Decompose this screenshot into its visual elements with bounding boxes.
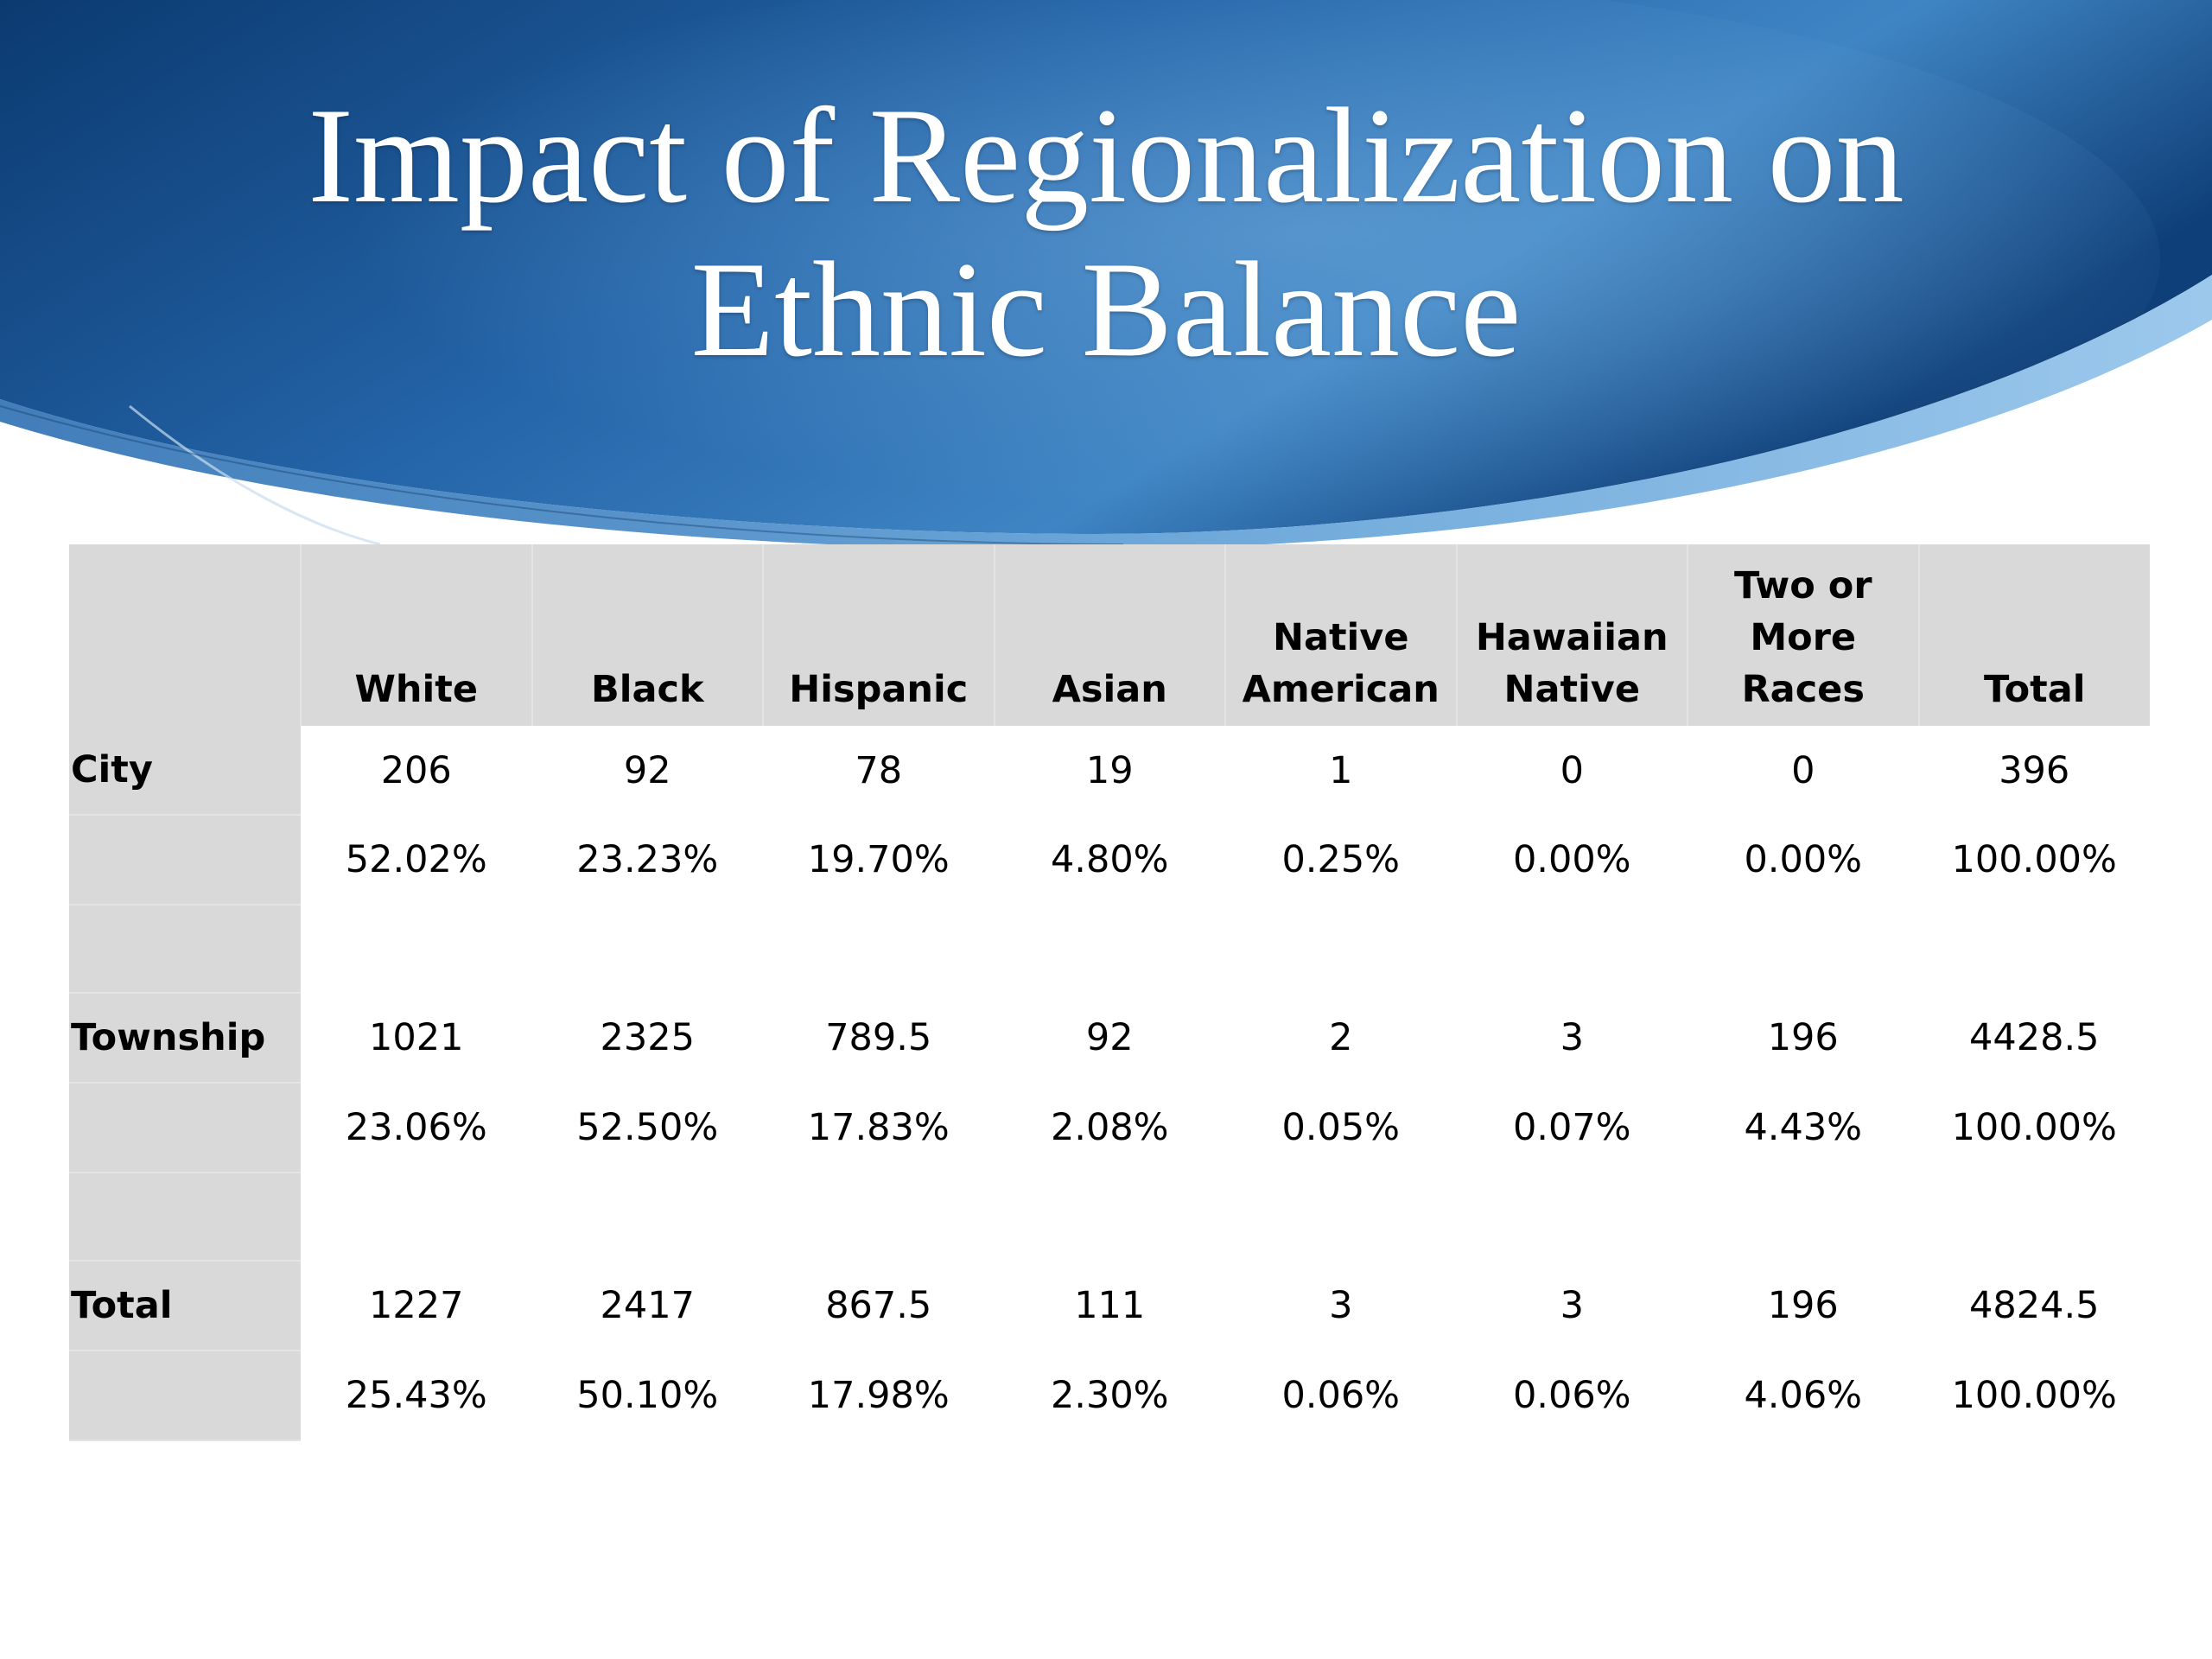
cell-count: 78 bbox=[855, 748, 903, 792]
column-header-line: White bbox=[354, 668, 478, 711]
cell-count: 396 bbox=[1999, 748, 2070, 792]
column-header-hawaiian-native: Hawaiian Native bbox=[1456, 544, 1688, 726]
cell-count: 0 bbox=[1560, 748, 1584, 792]
cell-percent: 23.23% bbox=[576, 838, 719, 881]
slide-title: Impact of Regionalization on Ethnic Bala… bbox=[0, 79, 2212, 387]
cell-percent: 25.43% bbox=[345, 1374, 487, 1417]
cell-count: 92 bbox=[1085, 1016, 1134, 1059]
spacer-cell bbox=[301, 1173, 2150, 1261]
row-label-township: Township bbox=[69, 993, 301, 1084]
row-label-empty bbox=[69, 905, 301, 994]
table-header-row: White Black Hispanic Asian Native Americ… bbox=[69, 544, 2150, 726]
row-label-empty bbox=[69, 815, 301, 906]
cell-percent: 4.06% bbox=[1744, 1374, 1863, 1417]
cell-percent: 4.43% bbox=[1744, 1106, 1863, 1149]
cell-count: 1227 bbox=[369, 1284, 464, 1327]
cell-count: 2417 bbox=[600, 1284, 695, 1327]
cell-count: 92 bbox=[623, 748, 671, 792]
cell-count: 4824.5 bbox=[1969, 1284, 2100, 1327]
table-row-spacer bbox=[69, 1173, 2150, 1262]
column-header-two-or-more-races: Two or More Races bbox=[1688, 544, 1920, 726]
cell-percent: 23.06% bbox=[345, 1106, 487, 1149]
cell-percent: 100.00% bbox=[1951, 838, 2117, 881]
slide-title-line-1: Impact of Regionalization on bbox=[308, 80, 1904, 232]
table-row-total-percents: 25.43% 50.10% 17.98% 2.30% 0.06% 0.06% 4… bbox=[69, 1351, 2150, 1441]
cell-percent: 0.00% bbox=[1744, 838, 1863, 881]
column-header-white: White bbox=[301, 544, 533, 726]
cell-count: 2325 bbox=[600, 1016, 695, 1059]
row-label-empty bbox=[69, 1173, 301, 1262]
cell-percent: 19.70% bbox=[807, 838, 950, 881]
column-header-line: Total bbox=[1984, 668, 2086, 711]
column-header-line: Native bbox=[1503, 668, 1641, 711]
cell-percent: 17.98% bbox=[807, 1374, 950, 1417]
cell-count: 789.5 bbox=[825, 1016, 932, 1059]
cell-count: 206 bbox=[380, 748, 452, 792]
cell-count: 0 bbox=[1791, 748, 1815, 792]
cell-percent: 17.83% bbox=[807, 1106, 950, 1149]
ethnic-balance-table: White Black Hispanic Asian Native Americ… bbox=[69, 544, 2150, 1441]
table-row-township-percents: 23.06% 52.50% 17.83% 2.08% 0.05% 0.07% 4… bbox=[69, 1083, 2150, 1173]
cell-count: 867.5 bbox=[825, 1284, 932, 1327]
table-row-township-counts: Township 1021 2325 789.5 92 2 3 196 4428… bbox=[69, 993, 2150, 1084]
column-header-native-american: Native American bbox=[1225, 544, 1458, 726]
cell-count: 4428.5 bbox=[1969, 1016, 2100, 1059]
cell-percent: 0.05% bbox=[1281, 1106, 1401, 1149]
cell-count: 1021 bbox=[369, 1016, 464, 1059]
cell-percent: 100.00% bbox=[1951, 1106, 2117, 1149]
cell-percent: 52.50% bbox=[576, 1106, 719, 1149]
cell-percent: 0.07% bbox=[1512, 1106, 1631, 1149]
cell-percent: 0.06% bbox=[1281, 1374, 1401, 1417]
column-header-line: Black bbox=[590, 668, 704, 711]
cell-percent: 2.30% bbox=[1050, 1374, 1169, 1417]
column-header-line: Two or bbox=[1733, 564, 1872, 607]
column-header-line: American bbox=[1242, 668, 1440, 711]
cell-count: 3 bbox=[1329, 1284, 1353, 1327]
cell-count: 1 bbox=[1329, 748, 1353, 792]
cell-count: 196 bbox=[1767, 1016, 1839, 1059]
row-label-city: City bbox=[69, 726, 301, 816]
table-row-spacer bbox=[69, 905, 2150, 994]
table-row-city-counts: City 206 92 78 19 1 0 0 396 bbox=[69, 726, 2150, 816]
column-header-line: Hispanic bbox=[789, 668, 969, 711]
header-swoosh-graphic bbox=[0, 0, 2212, 550]
cell-count: 2 bbox=[1329, 1016, 1353, 1059]
header-corner-cell bbox=[69, 544, 302, 726]
cell-count: 3 bbox=[1560, 1016, 1584, 1059]
cell-count: 3 bbox=[1560, 1284, 1584, 1327]
cell-percent: 0.00% bbox=[1512, 838, 1631, 881]
cell-percent: 4.80% bbox=[1050, 838, 1169, 881]
spacer-cell bbox=[301, 905, 2150, 993]
column-header-total: Total bbox=[1918, 544, 2150, 726]
row-label-total: Total bbox=[69, 1261, 301, 1351]
column-header-line: Asian bbox=[1052, 668, 1167, 711]
table-row-city-percents: 52.02% 23.23% 19.70% 4.80% 0.25% 0.00% 0… bbox=[69, 815, 2150, 906]
column-header-line: Hawaiian bbox=[1475, 616, 1669, 659]
row-label-empty bbox=[69, 1351, 301, 1441]
cell-percent: 50.10% bbox=[576, 1374, 719, 1417]
cell-percent: 100.00% bbox=[1951, 1374, 2117, 1417]
cell-count: 196 bbox=[1767, 1284, 1839, 1327]
cell-count: 19 bbox=[1085, 748, 1134, 792]
column-header-line: Native bbox=[1273, 616, 1409, 659]
row-label-empty bbox=[69, 1083, 301, 1173]
cell-percent: 2.08% bbox=[1050, 1106, 1169, 1149]
cell-count: 111 bbox=[1074, 1284, 1146, 1327]
column-header-asian: Asian bbox=[994, 544, 1226, 726]
column-header-line: More Races bbox=[1741, 616, 1865, 711]
cell-percent: 52.02% bbox=[345, 838, 487, 881]
cell-percent: 0.25% bbox=[1281, 838, 1401, 881]
column-header-hispanic: Hispanic bbox=[763, 544, 995, 726]
cell-percent: 0.06% bbox=[1512, 1374, 1631, 1417]
slide-title-line-2: Ethnic Balance bbox=[690, 234, 1522, 385]
table-row-total-counts: Total 1227 2417 867.5 111 3 3 196 4824.5 bbox=[69, 1261, 2150, 1351]
column-header-black: Black bbox=[531, 544, 764, 726]
